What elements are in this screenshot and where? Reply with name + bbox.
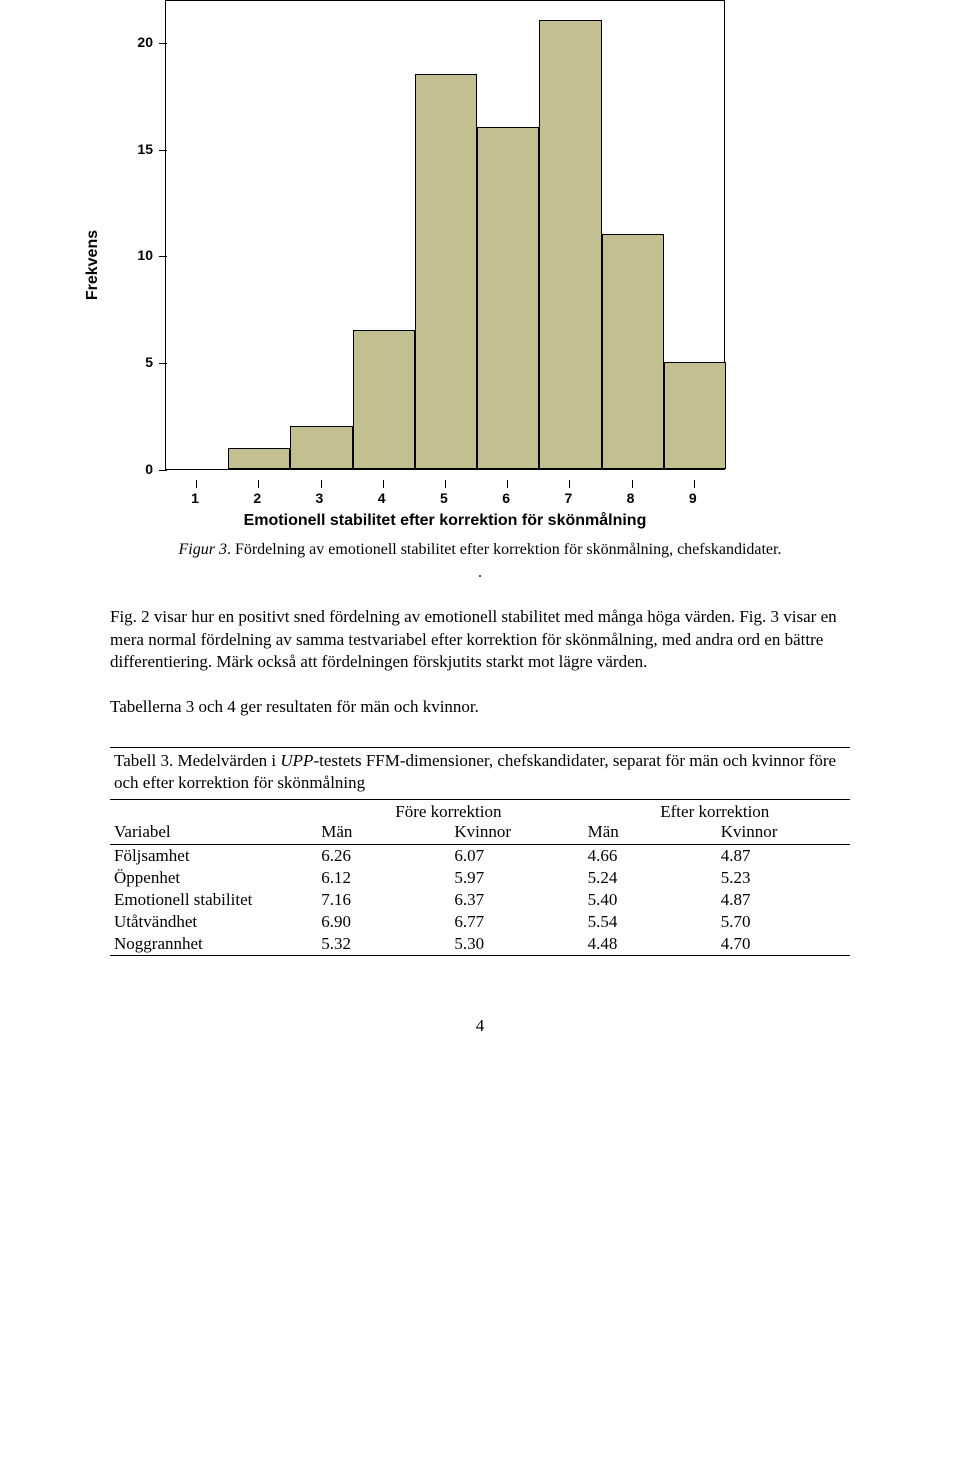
row-value: 6.77 (450, 911, 583, 933)
y-tick: 0 (155, 470, 165, 471)
col-header-women-after: Kvinnor (717, 822, 850, 845)
y-tick: 20 (155, 43, 165, 44)
x-tick-label: 8 (627, 490, 635, 506)
histogram-bar (290, 426, 352, 469)
row-value: 4.87 (717, 889, 850, 911)
histogram-chart: Frekvens 05101520 123456789 Emotionell s… (95, 0, 850, 530)
x-tick-label: 5 (440, 490, 448, 506)
row-value: 6.90 (317, 911, 450, 933)
col-header-men-after: Män (584, 822, 717, 845)
row-label: Utåtvändhet (110, 911, 317, 933)
table-row: Emotionell stabilitet7.166.375.404.87 (110, 889, 850, 911)
y-tick-label: 0 (145, 461, 153, 477)
y-tick: 5 (155, 363, 165, 364)
row-value: 6.26 (317, 844, 450, 867)
row-label: Öppenhet (110, 867, 317, 889)
y-tick-label: 15 (137, 141, 153, 157)
table-caption: Tabell 3. Medelvärden i UPP-testets FFM-… (110, 748, 850, 799)
table-caption-italic: UPP (280, 751, 313, 770)
table-row: Öppenhet6.125.975.245.23 (110, 867, 850, 889)
x-tick-label: 4 (378, 490, 386, 506)
y-tick-label: 10 (137, 247, 153, 263)
col-header-women-before: Kvinnor (450, 822, 583, 845)
histogram-bar (664, 362, 726, 469)
row-value: 5.23 (717, 867, 850, 889)
row-value: 7.16 (317, 889, 450, 911)
histogram-bar (353, 330, 415, 469)
x-tick-label: 3 (316, 490, 324, 506)
x-tick-mark (694, 480, 695, 488)
table-caption-prefix: Tabell 3. Medelvärden i (114, 751, 280, 770)
chart-outer: Frekvens 05101520 123456789 Emotionell s… (125, 0, 725, 530)
x-tick-mark (569, 480, 570, 488)
row-value: 6.37 (450, 889, 583, 911)
histogram-bar (539, 20, 601, 469)
row-value: 4.66 (584, 844, 717, 867)
row-label: Noggrannhet (110, 933, 317, 956)
x-tick-mark (445, 480, 446, 488)
x-tick-label: 1 (191, 490, 199, 506)
x-tick-mark (383, 480, 384, 488)
row-value: 4.70 (717, 933, 850, 956)
table-caption-row: Tabell 3. Medelvärden i UPP-testets FFM-… (110, 748, 850, 799)
row-value: 4.87 (717, 844, 850, 867)
y-tick: 10 (155, 256, 165, 257)
x-tick-label: 6 (502, 490, 510, 506)
figure-caption-prefix: Figur 3 (179, 541, 227, 558)
col-header-men-before: Män (317, 822, 450, 845)
x-axis-label: Emotionell stabilitet efter korrektion f… (165, 512, 725, 530)
table-group-spacer (110, 799, 317, 822)
row-value: 5.40 (584, 889, 717, 911)
y-tick-label: 20 (137, 34, 153, 50)
y-tick-mark (159, 470, 167, 471)
row-value: 5.70 (717, 911, 850, 933)
bars-container (166, 1, 724, 469)
table-row: Noggrannhet5.325.304.484.70 (110, 933, 850, 956)
row-value: 5.32 (317, 933, 450, 956)
row-value: 6.12 (317, 867, 450, 889)
body-paragraph-1: Fig. 2 visar hur en positivt sned fördel… (110, 606, 850, 675)
row-label: Emotionell stabilitet (110, 889, 317, 911)
x-tick-label: 7 (564, 490, 572, 506)
row-value: 4.48 (584, 933, 717, 956)
figure-caption-text: . Fördelning av emotionell stabilitet ef… (227, 541, 782, 558)
table-group-header-row: Före korrektion Efter korrektion (110, 799, 850, 822)
page-container: Frekvens 0 5 10 15 20 1 2 3 4 5 6 7 8 9 Emotionell s… (0, 0, 960, 1076)
row-value: 5.30 (450, 933, 583, 956)
table-body: Följsamhet6.266.074.664.87Öppenhet6.125.… (110, 844, 850, 955)
row-value: 5.97 (450, 867, 583, 889)
table-group-after: Efter korrektion (584, 799, 850, 822)
x-tick-mark (507, 480, 508, 488)
plot-area (165, 0, 725, 470)
row-value: 6.07 (450, 844, 583, 867)
x-tick-label: 9 (689, 490, 697, 506)
x-tick-mark (258, 480, 259, 488)
x-tick-mark (196, 480, 197, 488)
y-tick: 15 (155, 150, 165, 151)
x-tick-mark (321, 480, 322, 488)
x-tick-label: 2 (253, 490, 261, 506)
y-axis-label: Frekvens (84, 230, 102, 300)
body-paragraph-2: Tabellerna 3 och 4 ger resultaten för mä… (110, 696, 850, 719)
row-label: Följsamhet (110, 844, 317, 867)
table-group-before: Före korrektion (317, 799, 583, 822)
table-row: Utåtvändhet6.906.775.545.70 (110, 911, 850, 933)
table-row: Följsamhet6.266.074.664.87 (110, 844, 850, 867)
figure-caption-period: . (110, 563, 850, 584)
histogram-bar (228, 448, 290, 469)
results-table: Tabell 3. Medelvärden i UPP-testets FFM-… (110, 747, 850, 955)
col-header-variable: Variabel (110, 822, 317, 845)
histogram-bar (415, 74, 477, 469)
figure-caption: Figur 3. Fördelning av emotionell stabil… (110, 540, 850, 584)
histogram-bar (477, 127, 539, 469)
row-value: 5.54 (584, 911, 717, 933)
y-tick-label: 5 (145, 354, 153, 370)
x-tick-mark (632, 480, 633, 488)
table-column-header-row: Variabel Män Kvinnor Män Kvinnor (110, 822, 850, 845)
page-number: 4 (110, 1016, 850, 1036)
row-value: 5.24 (584, 867, 717, 889)
histogram-bar (602, 234, 664, 469)
